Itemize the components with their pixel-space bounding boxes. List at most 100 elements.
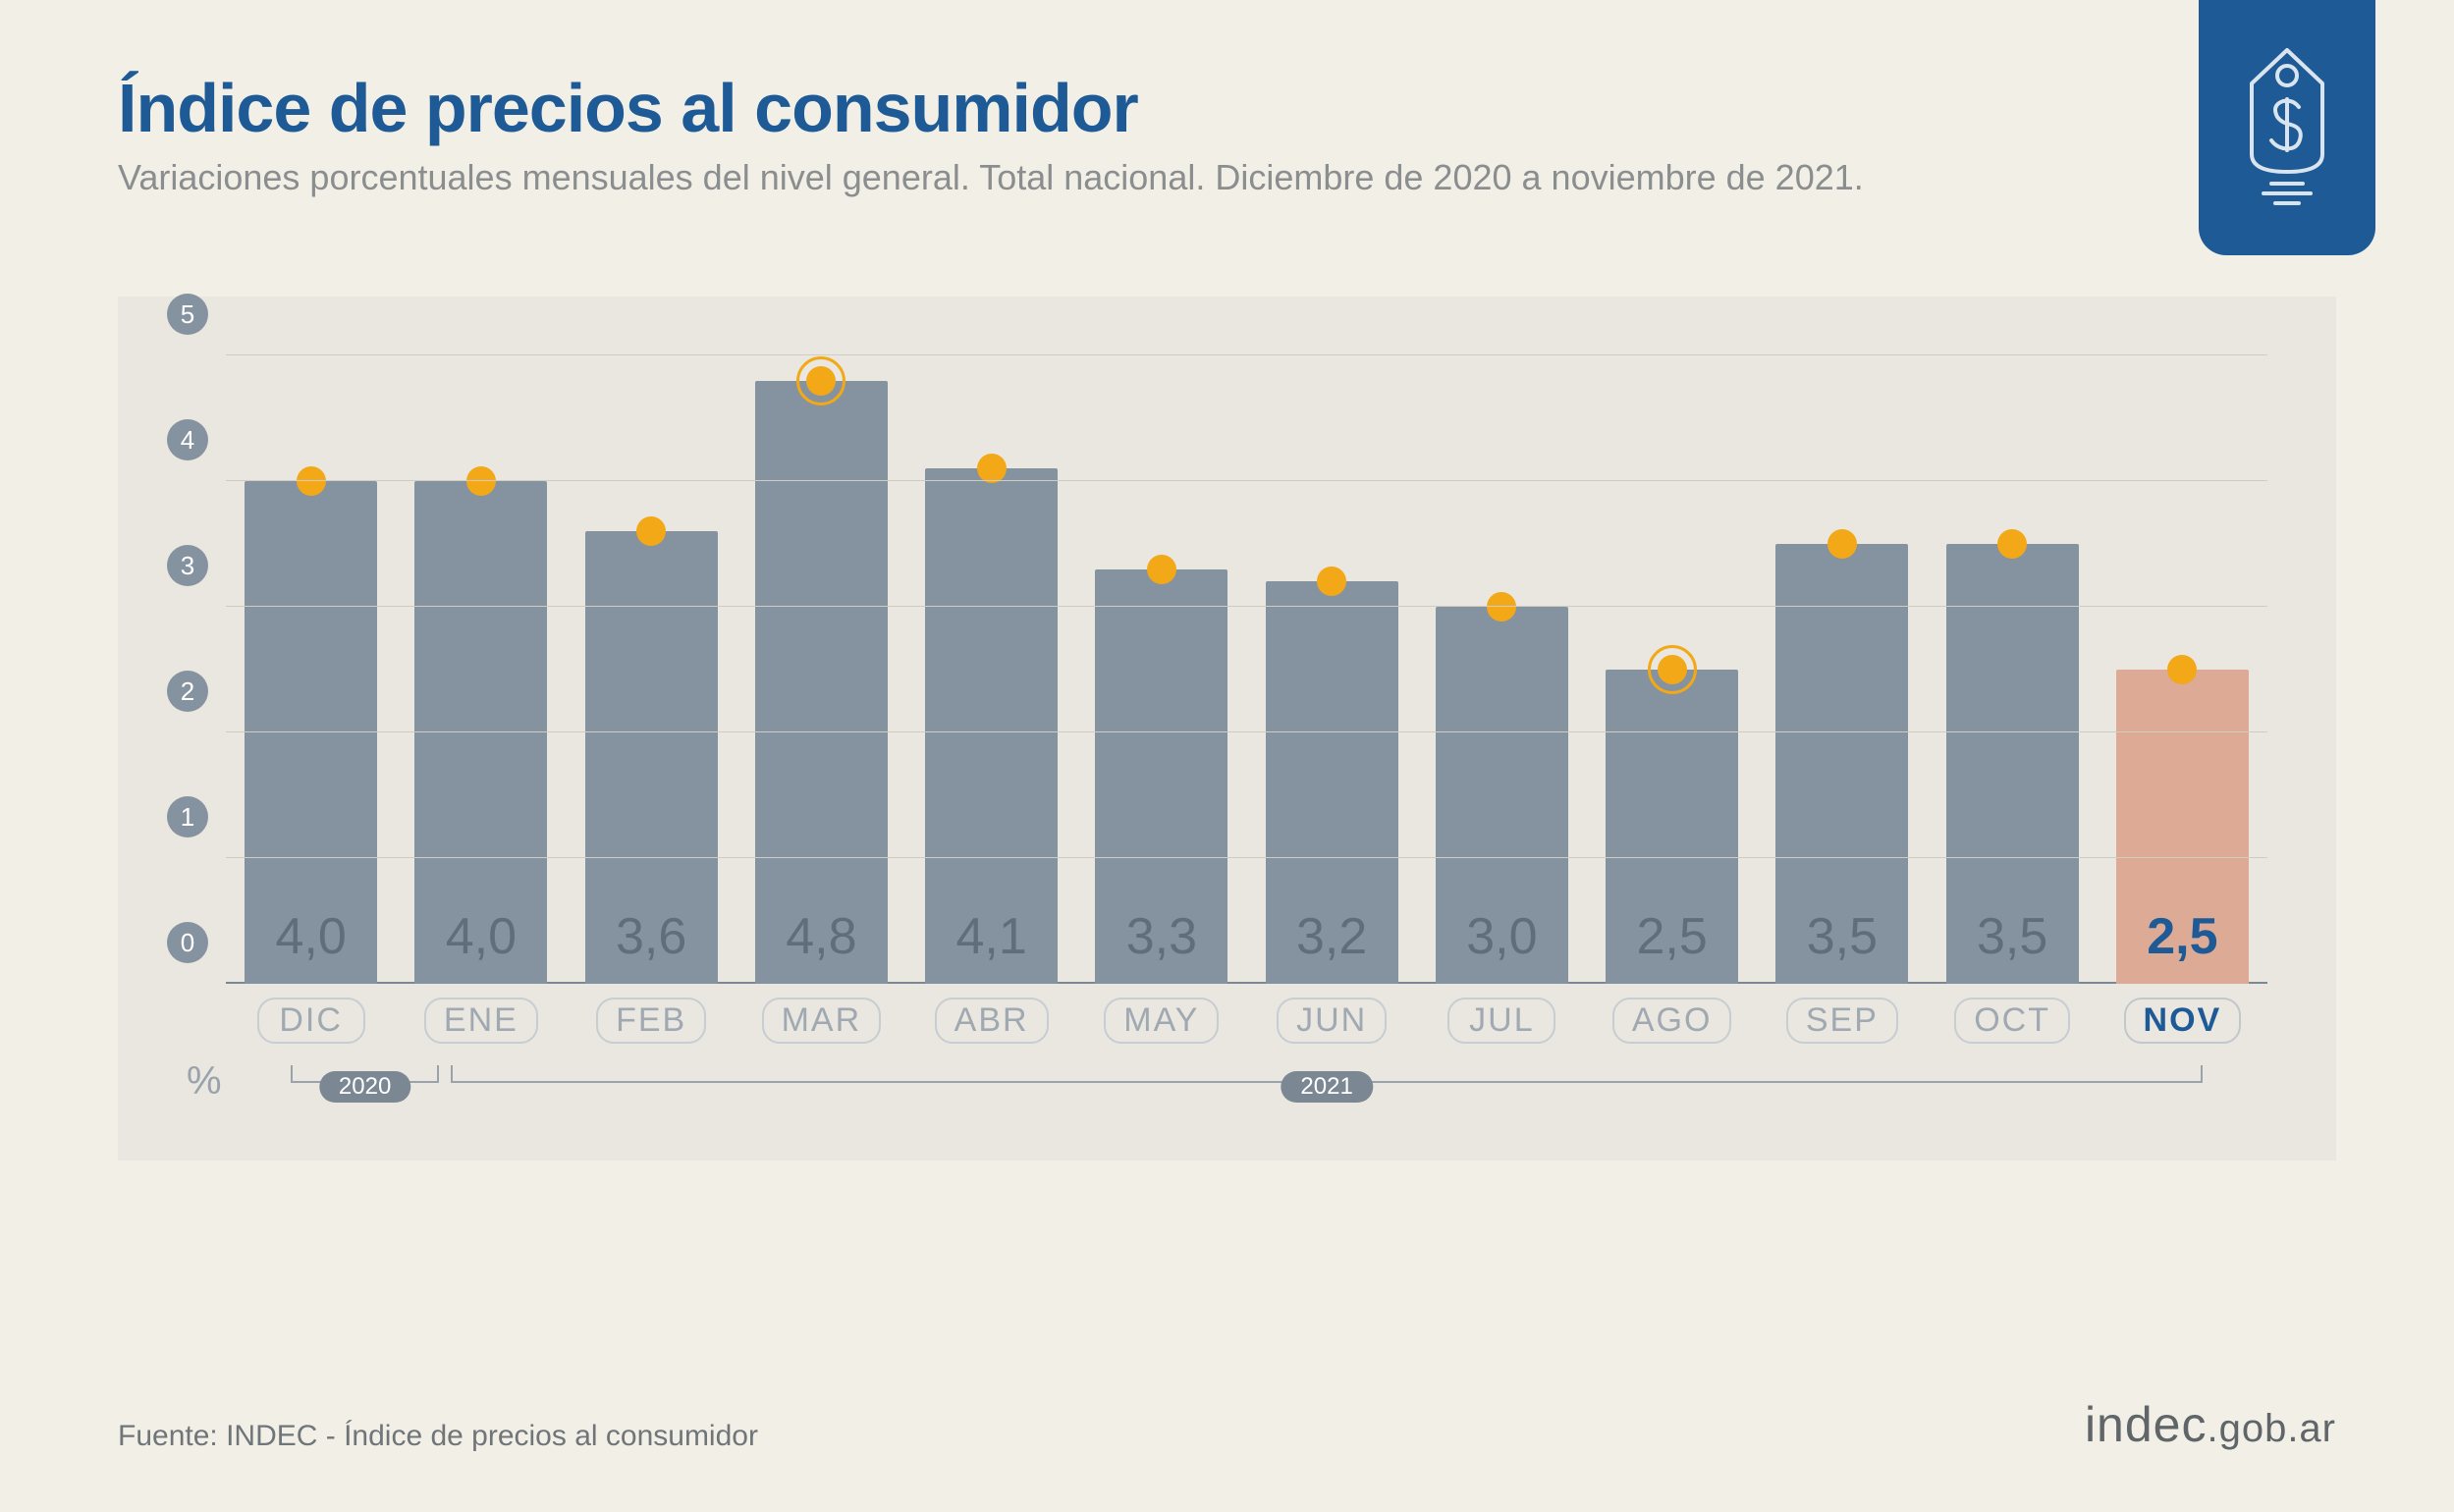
bar-value-label: 4,0	[245, 907, 377, 966]
bar: 4,0	[245, 481, 377, 984]
x-axis-label: MAR	[736, 998, 906, 1044]
bar-slot: 3,5	[1928, 355, 2098, 984]
bar: 2,5	[1606, 670, 1738, 984]
x-axis-label-text: MAR	[762, 998, 882, 1044]
plot-area: 4,04,03,64,84,13,33,23,02,53,53,52,5 012…	[226, 355, 2267, 984]
grid-line	[226, 857, 2267, 858]
data-marker	[2167, 655, 2197, 684]
data-marker	[636, 516, 666, 546]
grid-line	[226, 606, 2267, 607]
y-tick: 1	[167, 796, 208, 837]
data-marker	[1487, 592, 1516, 621]
grid-line	[226, 354, 2267, 355]
brand-main: indec	[2085, 1397, 2208, 1452]
chart-area: 4,04,03,64,84,13,33,23,02,53,53,52,5 012…	[118, 297, 2336, 1161]
data-marker	[1658, 655, 1687, 684]
year-bracket: 2020	[291, 1065, 439, 1083]
bar-slot: 4,1	[906, 355, 1076, 984]
bar: 3,5	[1946, 544, 2079, 984]
bar-value-label: 3,3	[1095, 907, 1227, 966]
bar: 3,6	[585, 531, 718, 984]
x-axis-label: NOV	[2098, 998, 2267, 1044]
data-marker	[297, 466, 326, 496]
data-marker	[806, 366, 836, 396]
data-marker	[1827, 529, 1857, 559]
bar-value-label: 3,2	[1266, 907, 1398, 966]
y-axis-unit: %	[187, 1059, 222, 1104]
x-axis-label-text: DIC	[257, 998, 365, 1044]
bar-slot: 3,5	[1757, 355, 1927, 984]
bar-value-label: 4,0	[414, 907, 547, 966]
bar-slot: 3,3	[1076, 355, 1246, 984]
bar-value-label: 4,1	[925, 907, 1058, 966]
year-bracket: 2021	[451, 1065, 2203, 1083]
bar: 3,3	[1095, 569, 1227, 984]
bar-slot: 2,5	[2098, 355, 2267, 984]
x-axis-label-text: ENE	[424, 998, 538, 1044]
year-groups: 2020 2021	[285, 1065, 2209, 1108]
bar-value-label: 4,8	[755, 907, 888, 966]
y-tick: 2	[167, 671, 208, 712]
grid-line	[226, 731, 2267, 732]
bar: 3,5	[1775, 544, 1908, 984]
footer: Fuente: INDEC - Índice de precios al con…	[118, 1396, 2336, 1453]
bar-slot: 4,8	[736, 355, 906, 984]
bar-value-label: 3,6	[585, 907, 718, 966]
bar-slot: 3,0	[1417, 355, 1587, 984]
bar-value-label: 3,5	[1775, 907, 1908, 966]
bar: 3,2	[1266, 581, 1398, 984]
x-axis-label: DIC	[226, 998, 396, 1044]
bar-slot: 3,2	[1247, 355, 1417, 984]
bar: 4,0	[414, 481, 547, 984]
data-marker	[977, 454, 1007, 483]
x-axis-label: FEB	[567, 998, 736, 1044]
x-axis-label: JUN	[1247, 998, 1417, 1044]
bar: 3,0	[1436, 607, 1568, 984]
bar-value-label: 3,5	[1946, 907, 2079, 966]
bar-slot: 4,0	[226, 355, 396, 984]
year-label: 2020	[319, 1071, 410, 1103]
x-axis-label: AGO	[1587, 998, 1757, 1044]
bar-slot: 3,6	[567, 355, 736, 984]
x-axis-labels: DICENEFEBMARABRMAYJUNJULAGOSEPOCTNOV	[226, 998, 2267, 1044]
y-tick: 5	[167, 294, 208, 335]
x-axis-label-text: JUN	[1277, 998, 1387, 1044]
bar-value-label: 2,5	[2116, 907, 2249, 966]
grid-line	[226, 480, 2267, 481]
x-axis-label-text: ABR	[935, 998, 1049, 1044]
x-axis-label-text: AGO	[1612, 998, 1732, 1044]
bar: 4,8	[755, 381, 888, 984]
bars-container: 4,0 4,0 3,6 4,8 4,1 3,3 3,2 3,0 2,5 3,5 3,5 2,5	[226, 355, 2267, 984]
year-label: 2021	[1281, 1071, 1372, 1103]
bar: 2,5	[2116, 670, 2249, 984]
data-marker	[466, 466, 496, 496]
data-marker	[1997, 529, 2027, 559]
x-axis-label-text: JUL	[1447, 998, 1555, 1044]
chart-subtitle: Variaciones porcentuales mensuales del n…	[118, 157, 2336, 198]
bar-value-label: 3,0	[1436, 907, 1568, 966]
source-text: Fuente: INDEC - Índice de precios al con…	[118, 1420, 758, 1453]
y-tick: 3	[167, 545, 208, 586]
x-axis-label-text: FEB	[596, 998, 706, 1044]
y-tick: 4	[167, 419, 208, 460]
data-marker	[1317, 567, 1346, 596]
x-axis-label: OCT	[1928, 998, 2098, 1044]
brand-suffix: .gob.ar	[2207, 1407, 2336, 1450]
price-tag-icon	[2199, 0, 2375, 255]
bar-value-label: 2,5	[1606, 907, 1738, 966]
bar-slot: 2,5	[1587, 355, 1757, 984]
bar-slot: 4,0	[396, 355, 566, 984]
x-axis-label: JUL	[1417, 998, 1587, 1044]
x-axis-label: ENE	[396, 998, 566, 1044]
page: Índice de precios al consumidor Variacio…	[0, 0, 2454, 1512]
chart-title: Índice de precios al consumidor	[118, 69, 2336, 147]
x-axis-label-text: NOV	[2124, 998, 2242, 1044]
brand-logo: indec.gob.ar	[2085, 1396, 2336, 1453]
x-axis-label-text: SEP	[1786, 998, 1898, 1044]
bar: 4,1	[925, 468, 1058, 984]
data-marker	[1147, 555, 1176, 584]
x-axis-label: SEP	[1757, 998, 1927, 1044]
x-axis-label: ABR	[906, 998, 1076, 1044]
x-axis-label-text: OCT	[1954, 998, 2070, 1044]
header: Índice de precios al consumidor Variacio…	[118, 69, 2336, 198]
